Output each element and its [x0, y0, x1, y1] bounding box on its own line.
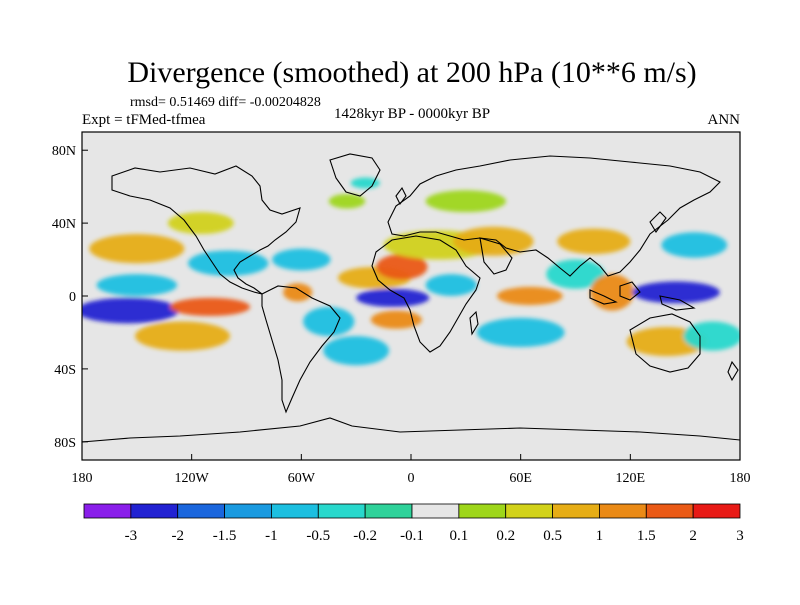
- colorbar-swatch-10: [505, 503, 553, 519]
- anomaly-region-17: [453, 226, 534, 256]
- anomaly-region-28: [683, 321, 740, 351]
- rmsd-diff-stats: rmsd= 0.51469 diff= -0.00204828: [130, 95, 321, 110]
- colorbar-label-7: -0.1: [400, 528, 424, 544]
- anomaly-region-9: [283, 283, 313, 302]
- colorbar-label-9: 0.2: [496, 528, 515, 544]
- anomaly-region-23: [557, 228, 631, 255]
- anomaly-region-1: [82, 297, 179, 324]
- x-tick-label-2: 120W: [175, 471, 210, 486]
- x-tick-label-5: 60E: [509, 471, 532, 486]
- coast-arabia: [479, 237, 513, 275]
- y-tick-label-2: 40N: [52, 217, 76, 232]
- coast-eurasia: [387, 155, 721, 277]
- colorbar-swatch-5: [271, 503, 319, 519]
- y-tick-label-5: 80S: [54, 436, 76, 451]
- colorbar-swatch-11: [552, 503, 600, 519]
- y-tick-label-3: 0: [69, 290, 76, 305]
- colorbar-label-3: -1.5: [213, 528, 237, 544]
- anomaly-region-11: [323, 336, 390, 366]
- coast-north-america: [111, 165, 301, 295]
- colorbar-label-12: 1.5: [637, 528, 656, 544]
- anomaly-region-8: [272, 248, 331, 271]
- axis-ticks: 180 120W 60W 0 60E 120E 180 80N 40N 0 40S 80S: [52, 144, 751, 486]
- colorbar-label-14: 3: [736, 528, 744, 544]
- coast-australia: [629, 313, 701, 373]
- experiment-label: Expt = tFMed-tfmea: [82, 112, 206, 128]
- coast-japan: [649, 211, 667, 234]
- colorbar-label-2: -2: [171, 528, 184, 544]
- anomaly-region-15: [376, 254, 428, 280]
- anomaly-region-18: [425, 190, 507, 213]
- colorbar-label-6: -0.2: [353, 528, 377, 544]
- colorbar-swatch-8: [411, 503, 460, 519]
- coast-greenland: [329, 153, 381, 197]
- chart-title: Divergence (smoothed) at 200 hPa (10**6 …: [127, 56, 696, 89]
- coastlines: [82, 153, 740, 443]
- coast-africa: [371, 235, 481, 353]
- divergence-field: [82, 177, 740, 366]
- anomaly-region-20: [496, 286, 563, 306]
- anomaly-region-26: [661, 232, 728, 258]
- colorbar-swatch-1: [83, 503, 132, 519]
- coast-south-america: [261, 285, 341, 414]
- anomaly-region-5: [89, 234, 185, 264]
- anomaly-region-13: [356, 288, 430, 307]
- y-tick-label-4: 40S: [54, 363, 76, 378]
- colorbar-swatch-12: [599, 503, 647, 519]
- anomaly-region-10: [303, 306, 355, 337]
- x-tick-label-7: 180: [730, 471, 751, 486]
- colorbar-swatch-2: [130, 503, 179, 519]
- colorbar-swatch-14: [692, 503, 741, 519]
- coast-borneo: [619, 281, 641, 301]
- coast-british-isles: [395, 186, 407, 206]
- coast-sumatra: [589, 289, 618, 305]
- anomaly-region-19: [425, 274, 477, 297]
- colorbar-swatch-13: [645, 503, 694, 519]
- colorbar-label-10: 0.5: [543, 528, 562, 544]
- period-label: 1428kyr BP - 0000kyr BP: [334, 106, 490, 122]
- anomaly-region-29: [328, 193, 366, 209]
- coast-new-guinea: [659, 295, 696, 311]
- coast-new-zealand: [727, 360, 739, 382]
- coast-antarctica: [82, 417, 740, 443]
- colorbar-label-4: -1: [265, 528, 278, 544]
- anomaly-region-22: [546, 259, 605, 289]
- colorbar-swatch-7: [364, 503, 413, 519]
- map-panel: 180 120W 60W 0 60E 120E 180 80N 40N 0 40S 80S: [52, 131, 751, 486]
- colorbar-label-13: 2: [689, 528, 697, 544]
- x-tick-label-1: 180: [72, 471, 93, 486]
- x-tick-label-6: 120E: [616, 471, 646, 486]
- anomaly-region-3: [169, 297, 251, 317]
- coast-madagascar: [469, 310, 479, 336]
- x-tick-label-4: 0: [408, 471, 415, 486]
- colorbar-swatch-3: [177, 503, 225, 519]
- x-tick-label-3: 60W: [288, 471, 316, 486]
- colorbar-label-8: 0.1: [449, 528, 468, 544]
- colorbar-swatch-6: [317, 503, 366, 519]
- colorbar-label-11: 1: [596, 528, 604, 544]
- anomaly-region-25: [632, 281, 720, 304]
- colorbar-label-1: -3: [125, 528, 138, 544]
- y-tick-label-1: 80N: [52, 144, 76, 159]
- anomaly-region-21: [476, 317, 565, 348]
- anomaly-region-4: [135, 321, 231, 351]
- anomaly-region-2: [96, 274, 178, 297]
- colorbar-label-5: -0.5: [306, 528, 330, 544]
- season-label: ANN: [708, 112, 741, 128]
- anomaly-region-6: [188, 250, 269, 276]
- anomaly-region-7: [167, 212, 234, 235]
- anomaly-region-24: [590, 274, 634, 311]
- colorbar: -3 -2 -1.5 -1 -0.5 -0.2 -0.1 0.1 0.2 0.5 1 1.5 2 3: [83, 503, 744, 544]
- anomaly-region-14: [370, 310, 422, 329]
- colorbar-swatch-9: [458, 503, 507, 519]
- colorbar-swatch-4: [224, 503, 272, 519]
